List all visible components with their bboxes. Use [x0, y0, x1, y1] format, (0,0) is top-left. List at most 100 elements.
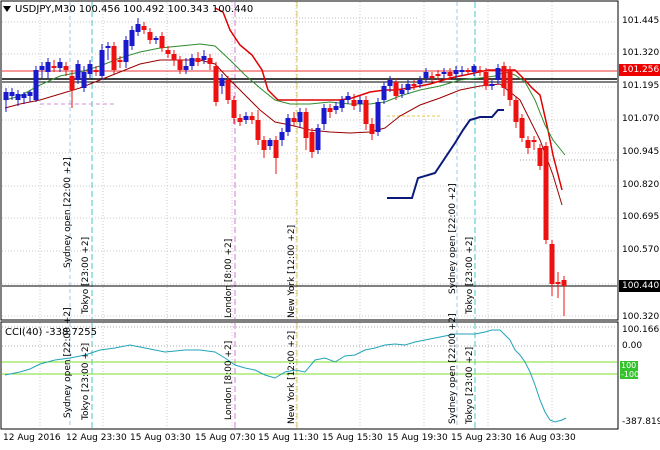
bear-candle: [501, 66, 507, 88]
bull-candle: [333, 106, 339, 110]
bull-candle: [441, 72, 447, 74]
bear-candle: [231, 100, 237, 118]
price-pane[interactable]: [0, 0, 619, 321]
bear-candle: [393, 82, 399, 96]
session-label-london: London [8:00 +2]: [224, 238, 234, 318]
bear-candle: [261, 140, 267, 150]
bear-candle: [309, 132, 315, 152]
cci-tick: -387.8194: [622, 417, 660, 427]
bear-candle: [369, 124, 375, 134]
line-price-label: 101.256: [619, 64, 660, 76]
bull-candle: [471, 66, 477, 72]
candles: [3, 18, 567, 316]
bull-candle: [297, 112, 303, 122]
price-tick: 101.445: [622, 16, 660, 26]
bull-candle: [21, 94, 27, 98]
bull-candle: [81, 72, 87, 88]
session-label-tokyo: Tokyo [23:00 +2]: [81, 236, 91, 314]
bear-candle: [549, 244, 555, 284]
bear-candle: [483, 72, 489, 86]
price-pane-border: [0, 0, 619, 321]
bear-candle: [447, 72, 453, 76]
cci-session-label-tokyo: Tokyo [23:00 +2]: [465, 346, 475, 424]
cci-indicator: [2, 326, 617, 423]
bear-candle: [141, 26, 147, 30]
low-price: 100.343: [167, 4, 209, 15]
bull-candle: [15, 94, 21, 100]
cci-session-label-london: London [8:00 +2]: [224, 340, 234, 420]
time-tick: 15 Aug 11:30: [258, 433, 319, 443]
bull-candle: [123, 40, 129, 62]
bull-candle: [57, 62, 63, 68]
bear-candle: [291, 118, 297, 122]
price-tick: 100.945: [622, 147, 660, 157]
kijun-line: [387, 109, 504, 199]
bull-candle: [381, 86, 387, 100]
bull-candle: [489, 84, 495, 86]
bear-candle: [117, 60, 123, 62]
session-label-sydney: Sydney open [22:00 +2]: [63, 157, 73, 268]
time-tick: 12 Aug 2016: [3, 433, 61, 443]
ma-darkred-line: [4, 59, 563, 206]
time-tick: 12 Aug 23:30: [66, 433, 127, 443]
bull-candle: [33, 70, 39, 100]
bear-candle: [561, 280, 567, 286]
price-tick: 100.320: [622, 312, 660, 322]
bear-candle: [255, 120, 261, 140]
bull-candle: [99, 50, 105, 76]
time-tick: 15 Aug 19:30: [387, 433, 448, 443]
bear-candle: [327, 108, 333, 112]
bear-candle: [273, 140, 279, 158]
price-tick: 101.195: [622, 81, 660, 91]
cci-level-100-label: 100: [620, 361, 638, 370]
bear-candle: [507, 70, 513, 100]
bear-candle: [195, 58, 201, 62]
bear-candle: [69, 76, 75, 90]
price-tick: 100.695: [622, 212, 660, 222]
bull-candle: [45, 62, 51, 72]
cci-tick: 100.1661: [622, 325, 660, 335]
cci-session-label-sydney: Sydney open [22:00 +2]: [63, 307, 73, 418]
bull-candle: [189, 58, 195, 66]
chart-menu-triangle-icon[interactable]: [3, 6, 11, 12]
cci-session-label-tokyo: Tokyo [23:00 +2]: [81, 342, 91, 420]
bull-candle: [495, 68, 501, 80]
bull-candle: [417, 80, 423, 84]
bull-candle: [459, 70, 465, 72]
bear-candle: [237, 118, 243, 122]
session-label-sydney: Sydney open [22:00 +2]: [448, 183, 458, 294]
bear-candle: [303, 112, 309, 138]
bull-candle: [135, 24, 141, 32]
price-tick: 100.570: [622, 245, 660, 255]
bull-candle: [219, 78, 225, 86]
bear-candle: [351, 100, 357, 106]
session-lines: [69, 2, 476, 428]
cci-session-label-sydney: Sydney open [22:00 +2]: [448, 313, 458, 424]
bear-candle: [531, 140, 537, 142]
bear-candle: [93, 70, 99, 72]
bear-candle: [177, 60, 183, 70]
bull-candle: [243, 116, 249, 120]
bear-candle: [465, 70, 471, 72]
bull-candle: [129, 30, 135, 46]
bear-candle: [63, 66, 69, 70]
grid: [2, 2, 617, 428]
bull-candle: [375, 102, 381, 132]
cci-pane[interactable]: [0, 321, 619, 430]
cci-pane-border: [0, 321, 619, 430]
bull-candle: [357, 100, 363, 104]
bear-candle: [411, 84, 417, 86]
bear-candle: [225, 80, 231, 100]
bear-candle: [213, 66, 219, 102]
bear-candle: [159, 36, 165, 48]
bull-candle: [3, 92, 9, 100]
price-tick: 101.070: [622, 114, 660, 124]
session-label-tokyo: Tokyo [23:00 +2]: [465, 236, 475, 314]
bear-candle: [111, 46, 117, 70]
bull-candle: [9, 92, 15, 96]
bear-candle: [171, 54, 177, 60]
bull-candle: [405, 84, 411, 90]
bear-candle: [363, 100, 369, 124]
